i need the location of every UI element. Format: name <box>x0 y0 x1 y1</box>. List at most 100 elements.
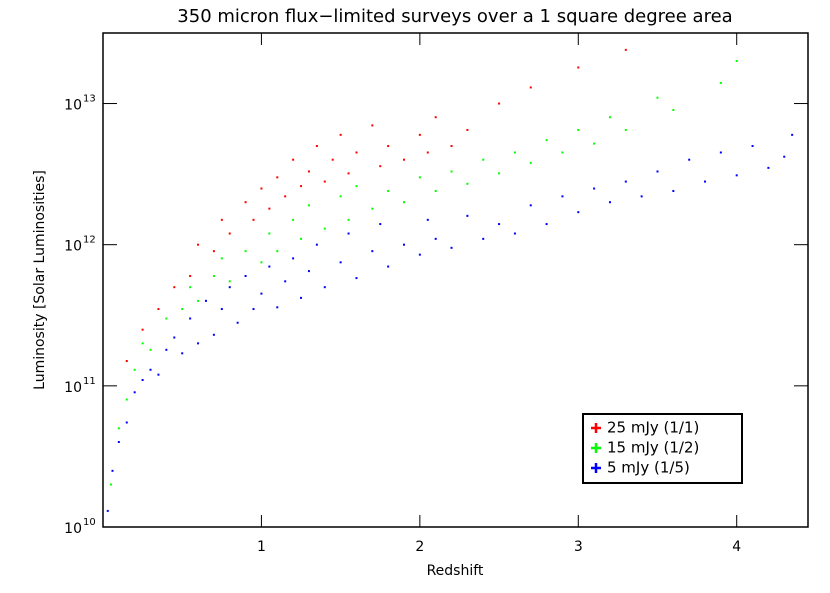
point <box>244 250 247 253</box>
y-tick-label: 10 <box>64 239 82 255</box>
point <box>529 204 532 207</box>
point <box>228 232 231 235</box>
point <box>204 299 207 302</box>
point <box>260 292 263 295</box>
point <box>719 151 722 154</box>
point <box>450 170 453 173</box>
point <box>300 237 303 240</box>
point <box>307 170 310 173</box>
point <box>276 306 279 309</box>
point <box>434 190 437 193</box>
point <box>513 232 516 235</box>
point <box>268 232 271 235</box>
point <box>268 207 271 210</box>
point <box>577 66 580 69</box>
legend-marker <box>591 423 601 433</box>
point <box>292 257 295 260</box>
point <box>624 48 627 51</box>
y-tick-exponent: 12 <box>83 235 96 246</box>
point <box>197 299 200 302</box>
point <box>482 158 485 161</box>
legend-marker <box>591 463 601 473</box>
point <box>125 398 128 401</box>
point <box>719 81 722 84</box>
point <box>434 237 437 240</box>
point <box>656 170 659 173</box>
y-tick-label: 10 <box>64 521 82 537</box>
point <box>624 128 627 131</box>
point <box>735 174 738 177</box>
point <box>450 246 453 249</box>
point <box>315 145 318 148</box>
point <box>545 139 548 142</box>
point <box>323 286 326 289</box>
point <box>498 172 501 175</box>
x-tick-label: 1 <box>257 539 266 555</box>
point <box>220 257 223 260</box>
point <box>751 145 754 148</box>
point <box>434 116 437 119</box>
point <box>212 333 215 336</box>
point <box>252 218 255 221</box>
point <box>141 379 144 382</box>
point <box>347 232 350 235</box>
point <box>268 265 271 268</box>
point <box>212 250 215 253</box>
legend-marker <box>591 443 601 453</box>
point <box>347 218 350 221</box>
legend-label: 5 mJy (1/5) <box>607 459 690 477</box>
point <box>371 124 374 127</box>
point <box>292 218 295 221</box>
point <box>466 128 469 131</box>
point <box>125 421 128 424</box>
point <box>608 201 611 204</box>
point <box>379 223 382 226</box>
point <box>220 218 223 221</box>
y-axis-label: Luminosity [Solar Luminosities] <box>32 170 48 390</box>
y-tick-label: 10 <box>64 98 82 114</box>
point <box>300 296 303 299</box>
point <box>220 308 223 311</box>
y-tick-exponent: 13 <box>83 94 96 105</box>
point <box>672 190 675 193</box>
point <box>276 176 279 179</box>
legend-label: 25 mJy (1/1) <box>607 419 699 437</box>
point <box>189 317 192 320</box>
point <box>292 158 295 161</box>
plot-frame <box>102 32 809 528</box>
point <box>228 286 231 289</box>
point <box>141 342 144 345</box>
point <box>149 368 152 371</box>
point <box>157 308 160 311</box>
point <box>387 190 390 193</box>
point <box>640 195 643 198</box>
point <box>149 348 152 351</box>
point <box>197 243 200 246</box>
point <box>331 158 334 161</box>
x-tick-label: 3 <box>574 539 583 555</box>
point <box>284 280 287 283</box>
point <box>371 207 374 210</box>
point <box>228 280 231 283</box>
point <box>783 155 786 158</box>
point <box>252 308 255 311</box>
point <box>133 368 136 371</box>
point <box>323 180 326 183</box>
point <box>173 286 176 289</box>
point <box>355 185 358 188</box>
point <box>181 352 184 355</box>
point <box>482 237 485 240</box>
x-axis-label: Redshift <box>427 563 484 579</box>
point <box>608 116 611 119</box>
point <box>426 151 429 154</box>
x-tick-label: 2 <box>415 539 424 555</box>
point <box>529 161 532 164</box>
point <box>284 195 287 198</box>
point <box>498 223 501 226</box>
point <box>403 201 406 204</box>
point <box>450 145 453 148</box>
point <box>577 128 580 131</box>
point <box>418 133 421 136</box>
point <box>212 275 215 278</box>
y-tick-exponent: 10 <box>83 517 96 528</box>
